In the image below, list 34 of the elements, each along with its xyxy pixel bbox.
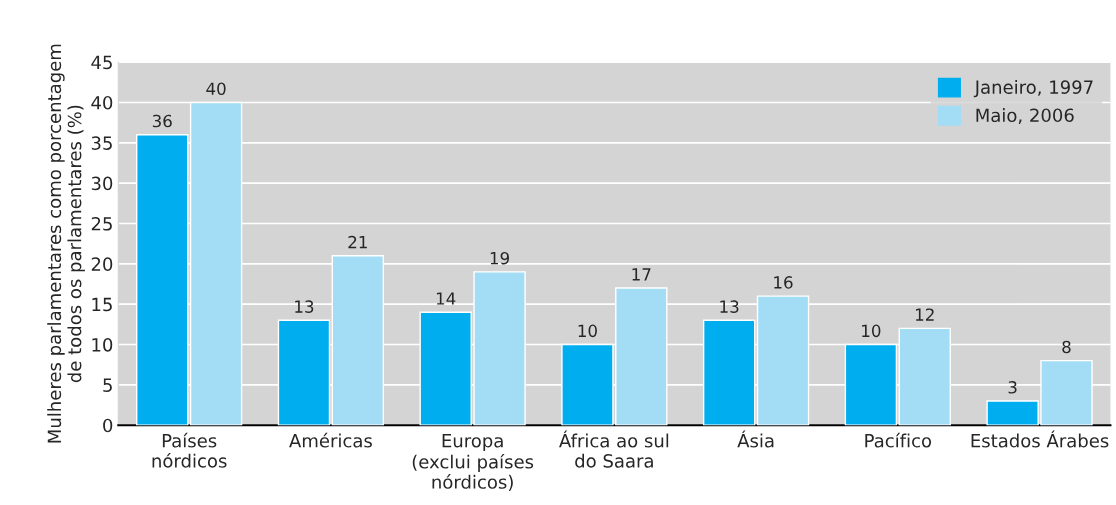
- data-label: 13: [295, 300, 314, 313]
- x-tick-label: África ao sul do Saara: [559, 430, 669, 468]
- data-label: 17: [632, 268, 651, 281]
- y-tick-label: 30: [91, 176, 113, 191]
- y-tick-label: 5: [103, 378, 112, 392]
- data-label: 8: [1062, 340, 1071, 354]
- y-tick-label: 35: [91, 136, 112, 150]
- data-label: 16: [774, 276, 793, 289]
- y-axis-title: Mulheres parlamentares como porcentagem de todos os parlamentares (%): [47, 44, 85, 443]
- data-label: 19: [490, 251, 509, 265]
- data-label: 21: [348, 235, 367, 249]
- y-tick-label: 10: [92, 337, 113, 352]
- y-tick-label: 15: [92, 297, 112, 312]
- x-tick-label: Europa (exclui países nórdicos): [412, 434, 534, 491]
- data-label: 10: [578, 324, 597, 338]
- data-label: 40: [206, 82, 226, 96]
- y-tick-label: 25: [91, 216, 112, 231]
- x-tick-label: Estados Árabes: [971, 430, 1109, 448]
- y-tick-label: 20: [91, 257, 113, 271]
- x-tick-label: Ásia: [737, 430, 774, 448]
- x-tick-label: Pacífico: [865, 432, 932, 448]
- data-label: 36: [152, 114, 172, 128]
- y-tick-label: 45: [91, 55, 112, 70]
- data-label: 10: [862, 324, 881, 338]
- data-label: 3: [1008, 381, 1017, 394]
- data-label: 14: [436, 292, 456, 305]
- legend-label: Maio, 2006: [976, 108, 1074, 124]
- y-tick-label: 0: [103, 418, 113, 433]
- x-tick-label: Países nórdicos: [152, 432, 227, 468]
- data-label: 13: [720, 300, 739, 313]
- x-tick-label: Américas: [289, 432, 372, 448]
- data-label: 12: [915, 308, 934, 321]
- y-tick-label: 40: [91, 95, 113, 110]
- legend-label: Janeiro, 1997: [973, 79, 1093, 98]
